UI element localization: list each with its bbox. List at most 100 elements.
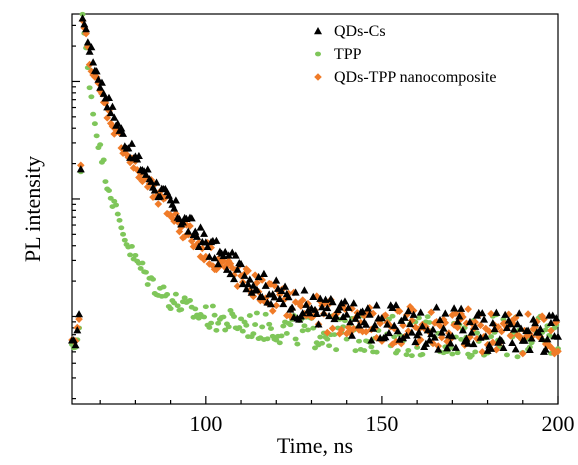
qds-cs-point xyxy=(266,300,275,308)
qds-cs-point xyxy=(203,242,212,250)
qds-cs-point xyxy=(305,309,314,317)
qds-cs-point xyxy=(525,345,534,354)
qds-cs-point xyxy=(325,311,334,320)
qds-tpp-nanocomposite-point xyxy=(224,257,233,265)
tpp-point xyxy=(474,330,480,336)
qds-tpp-nanocomposite-point xyxy=(297,302,305,310)
qds-cs-point xyxy=(309,292,318,300)
qds-cs-point xyxy=(509,325,518,333)
qds-cs-point xyxy=(194,242,203,250)
qds-cs-point xyxy=(517,324,526,332)
tpp-point xyxy=(105,188,112,193)
qds-cs-point xyxy=(411,337,420,346)
qds-cs-point xyxy=(187,214,196,222)
qds-cs-point xyxy=(404,307,413,315)
qds-cs-point xyxy=(430,333,439,341)
qds-cs-point xyxy=(524,326,533,334)
qds-cs-point xyxy=(383,320,392,328)
qds-cs-point xyxy=(277,286,286,295)
tpp-point xyxy=(267,326,274,332)
qds-cs-point xyxy=(531,319,540,327)
tpp-point xyxy=(301,323,308,329)
qds-cs-point xyxy=(471,322,480,330)
qds-cs-point xyxy=(499,343,508,351)
tpp-point xyxy=(361,348,368,353)
qds-cs-point xyxy=(244,280,253,288)
qds-cs-point xyxy=(370,321,379,329)
qds-cs-point xyxy=(469,339,478,348)
qds-cs-point xyxy=(536,324,545,333)
tpp-point xyxy=(394,348,401,354)
qds-cs-point xyxy=(402,331,411,339)
qds-tpp-nanocomposite-point xyxy=(517,334,525,343)
qds-cs-point xyxy=(240,271,249,279)
qds-cs-point xyxy=(490,324,499,333)
qds-cs-point xyxy=(117,124,126,132)
qds-cs-point xyxy=(520,336,529,344)
qds-tpp-nanocomposite-point xyxy=(395,307,404,315)
tpp-point xyxy=(192,306,199,312)
qds-cs-point xyxy=(316,294,325,302)
qds-cs-point xyxy=(242,285,251,293)
qds-tpp-nanocomposite-point xyxy=(295,299,303,308)
axis-ticks xyxy=(72,24,559,404)
qds-tpp-nanocomposite-point xyxy=(152,192,161,200)
tpp-point xyxy=(142,269,149,275)
tpp-point xyxy=(333,347,340,353)
qds-cs-point xyxy=(384,328,393,337)
qds-cs-point xyxy=(487,344,496,352)
tpp-point xyxy=(259,324,266,330)
qds-cs-point xyxy=(399,334,408,342)
y-axis-title: PL intensity xyxy=(20,156,45,262)
tpp-point xyxy=(488,334,495,339)
tpp-point xyxy=(100,157,107,163)
qds-cs-point xyxy=(191,227,200,235)
qds-cs-point xyxy=(436,315,445,324)
qds-cs-point xyxy=(150,186,159,194)
tpp-point xyxy=(542,327,549,333)
qds-cs-point xyxy=(347,331,356,339)
qds-tpp-nanocomposite-point xyxy=(397,339,406,348)
tpp-point xyxy=(209,303,216,309)
qds-cs-point xyxy=(233,265,242,273)
plot-frame xyxy=(71,13,559,405)
tpp-point xyxy=(528,340,535,346)
qds-tpp-nanocomposite-point xyxy=(464,305,472,313)
qds-tpp-nanocomposite-point xyxy=(194,238,203,247)
qds-tpp-nanocomposite-point xyxy=(381,311,390,320)
qds-tpp-nanocomposite-point xyxy=(202,252,210,261)
qds-cs-point xyxy=(124,144,133,152)
tpp-point xyxy=(178,307,185,312)
x-tick-labels: 100 150 200 xyxy=(189,411,574,436)
qds-cs-point xyxy=(245,275,254,283)
qds-cs-point xyxy=(288,303,297,311)
tpp-point xyxy=(368,344,375,350)
tpp-point xyxy=(114,211,121,217)
qds-tpp-nanocomposite-point xyxy=(453,323,462,332)
qds-tpp-nanocomposite-point xyxy=(328,324,337,333)
qds-tpp-nanocomposite-point xyxy=(489,338,497,347)
tpp-point xyxy=(331,332,338,338)
qds-tpp-nanocomposite-point xyxy=(497,327,506,336)
qds-cs-point xyxy=(270,293,279,301)
qds-tpp-nanocomposite-point xyxy=(166,211,175,220)
qds-tpp-nanocomposite-point xyxy=(372,334,381,342)
tpp-point xyxy=(238,316,245,322)
qds-tpp-nanocomposite-point xyxy=(126,158,134,167)
qds-cs-point xyxy=(363,304,372,312)
qds-cs-point xyxy=(113,119,122,127)
qds-cs-point xyxy=(106,108,115,117)
qds-cs-point xyxy=(367,336,376,344)
tpp-point xyxy=(88,94,95,100)
legend-marker xyxy=(315,51,321,57)
qds-tpp-nanocomposite-point xyxy=(408,316,416,325)
qds-cs-point xyxy=(143,165,152,173)
tpp-point xyxy=(317,334,324,340)
qds-cs-point xyxy=(76,165,85,173)
qds-cs-point xyxy=(372,301,381,309)
qds-cs-point xyxy=(205,252,214,260)
tpp-point xyxy=(91,121,98,127)
qds-tpp-nanocomposite-point xyxy=(143,183,152,191)
x-axis-title: Time, ns xyxy=(277,433,353,458)
tpp-point xyxy=(283,331,290,336)
